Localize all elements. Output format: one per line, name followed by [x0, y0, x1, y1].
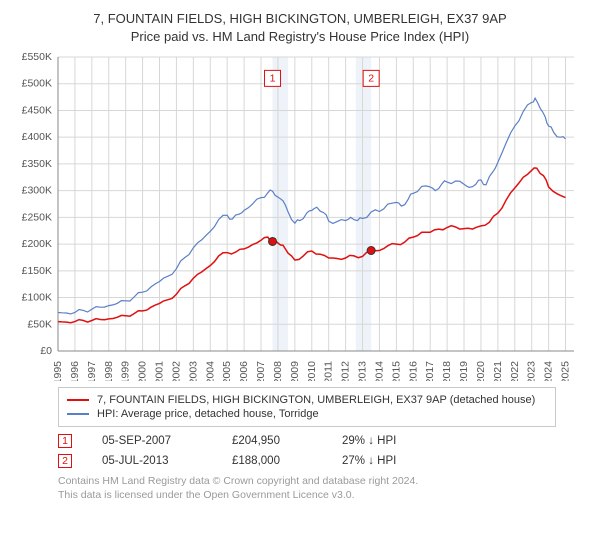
legend-swatch	[67, 413, 89, 415]
x-tick-label: 2017	[424, 361, 436, 381]
y-tick-label: £200K	[22, 238, 52, 250]
sales-row: 1 05-SEP-2007 £204,950 29% ↓ HPI	[58, 431, 586, 451]
sale-point	[367, 247, 375, 255]
sales-row: 2 05-JUL-2013 £188,000 27% ↓ HPI	[58, 451, 586, 471]
y-tick-label: £250K	[22, 211, 52, 223]
sale-point	[269, 238, 277, 246]
x-tick-label: 2023	[526, 361, 538, 381]
footer-line-2: This data is licensed under the Open Gov…	[58, 489, 586, 503]
y-tick-label: £400K	[22, 131, 52, 143]
x-tick-label: 2013	[357, 361, 369, 381]
marker-number: 1	[270, 72, 276, 84]
sale-diff: 29% ↓ HPI	[342, 435, 442, 447]
y-tick-label: £550K	[22, 51, 52, 63]
x-tick-label: 2003	[187, 361, 199, 381]
y-tick-label: £100K	[22, 292, 52, 304]
x-tick-label: 2005	[221, 361, 233, 381]
sale-price: £204,950	[232, 435, 312, 447]
y-tick-label: £0	[40, 345, 52, 357]
index-band	[356, 57, 371, 351]
y-tick-label: £150K	[22, 265, 52, 277]
x-tick-label: 2000	[137, 361, 149, 381]
y-tick-label: £450K	[22, 105, 52, 117]
x-tick-label: 2008	[272, 361, 284, 381]
x-tick-label: 2025	[560, 361, 572, 381]
x-tick-label: 2006	[238, 361, 250, 381]
legend-swatch	[67, 399, 89, 401]
sale-marker: 1	[58, 434, 72, 448]
x-tick-label: 2001	[154, 361, 166, 381]
x-tick-label: 2021	[492, 361, 504, 381]
chart-plot: £0 £50K £100K £150K £200K £250K £300K £350K £400…	[14, 51, 586, 381]
x-tick-label: 2020	[475, 361, 487, 381]
legend-row: HPI: Average price, detached house, Torr…	[67, 407, 547, 421]
legend: 7, FOUNTAIN FIELDS, HIGH BICKINGTON, UMB…	[58, 387, 556, 427]
x-tick-label: 2010	[306, 361, 318, 381]
sale-date: 05-JUL-2013	[102, 455, 202, 467]
title-line-2: Price paid vs. HM Land Registry's House …	[14, 28, 586, 46]
x-tick-label: 2002	[170, 361, 182, 381]
chart-title: 7, FOUNTAIN FIELDS, HIGH BICKINGTON, UMB…	[14, 10, 586, 45]
x-tick-label: 2007	[255, 361, 267, 381]
x-tick-label: 2014	[373, 361, 385, 381]
legend-label: HPI: Average price, detached house, Torr…	[97, 408, 319, 420]
legend-label: 7, FOUNTAIN FIELDS, HIGH BICKINGTON, UMB…	[97, 394, 535, 406]
footer-line-1: Contains HM Land Registry data © Crown c…	[58, 475, 586, 489]
chart-svg: £0 £50K £100K £150K £200K £250K £300K £350K £400…	[14, 51, 586, 381]
x-tick-label: 1996	[69, 361, 81, 381]
y-tick-label: £500K	[22, 78, 52, 90]
x-tick-label: 2024	[543, 361, 555, 381]
sale-diff: 27% ↓ HPI	[342, 455, 442, 467]
y-tick-label: £350K	[22, 158, 52, 170]
title-line-1: 7, FOUNTAIN FIELDS, HIGH BICKINGTON, UMB…	[14, 10, 586, 28]
y-tick-label: £300K	[22, 185, 52, 197]
x-tick-label: 2012	[340, 361, 352, 381]
y-tick-label: £50K	[27, 318, 52, 330]
legend-row: 7, FOUNTAIN FIELDS, HIGH BICKINGTON, UMB…	[67, 393, 547, 407]
x-tick-label: 1995	[52, 361, 64, 381]
footer-attribution: Contains HM Land Registry data © Crown c…	[58, 475, 586, 502]
x-tick-label: 1997	[86, 361, 98, 381]
x-tick-label: 2019	[458, 361, 470, 381]
index-band	[273, 57, 289, 351]
x-tick-label: 2004	[204, 361, 216, 381]
x-tick-label: 2022	[509, 361, 521, 381]
x-tick-label: 2015	[390, 361, 402, 381]
x-tick-label: 2011	[323, 361, 335, 381]
marker-number: 2	[368, 72, 374, 84]
x-tick-label: 1998	[103, 361, 115, 381]
x-tick-label: 1999	[120, 361, 132, 381]
x-tick-label: 2016	[407, 361, 419, 381]
sale-date: 05-SEP-2007	[102, 435, 202, 447]
x-tick-label: 2018	[441, 361, 453, 381]
sale-marker: 2	[58, 454, 72, 468]
sale-price: £188,000	[232, 455, 312, 467]
sales-table: 1 05-SEP-2007 £204,950 29% ↓ HPI 2 05-JU…	[58, 431, 586, 471]
x-tick-label: 2009	[289, 361, 301, 381]
